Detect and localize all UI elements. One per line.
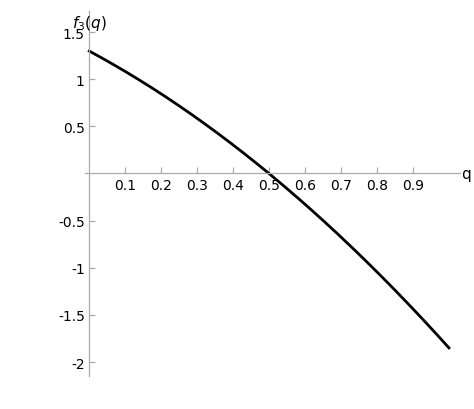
Text: q: q xyxy=(462,166,471,182)
Text: $f_3(q)$: $f_3(q)$ xyxy=(72,14,106,33)
